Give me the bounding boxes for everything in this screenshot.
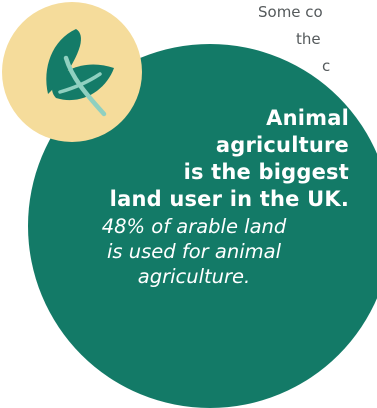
leaf-badge: [2, 2, 142, 142]
headline-line: Animal: [266, 106, 349, 130]
callout-headline: Animal agriculture is the biggest land u…: [44, 105, 349, 213]
headline-line: land user in the UK.: [109, 187, 349, 211]
background-text-line: c: [322, 57, 331, 75]
callout-stat: 48% of arable land is used for animal ag…: [44, 214, 344, 289]
background-text-line: Some co: [258, 3, 323, 21]
callout-text-block: Animal agriculture is the biggest land u…: [44, 105, 349, 289]
background-text-line: the: [296, 30, 321, 48]
stat-line: 48% of arable land: [101, 215, 287, 238]
stat-line: agriculture.: [137, 265, 251, 288]
stat-line: is used for animal: [107, 240, 281, 263]
headline-line: is the biggest: [183, 160, 349, 184]
headline-line: agriculture: [215, 133, 349, 157]
leaf-icon: [46, 29, 114, 117]
